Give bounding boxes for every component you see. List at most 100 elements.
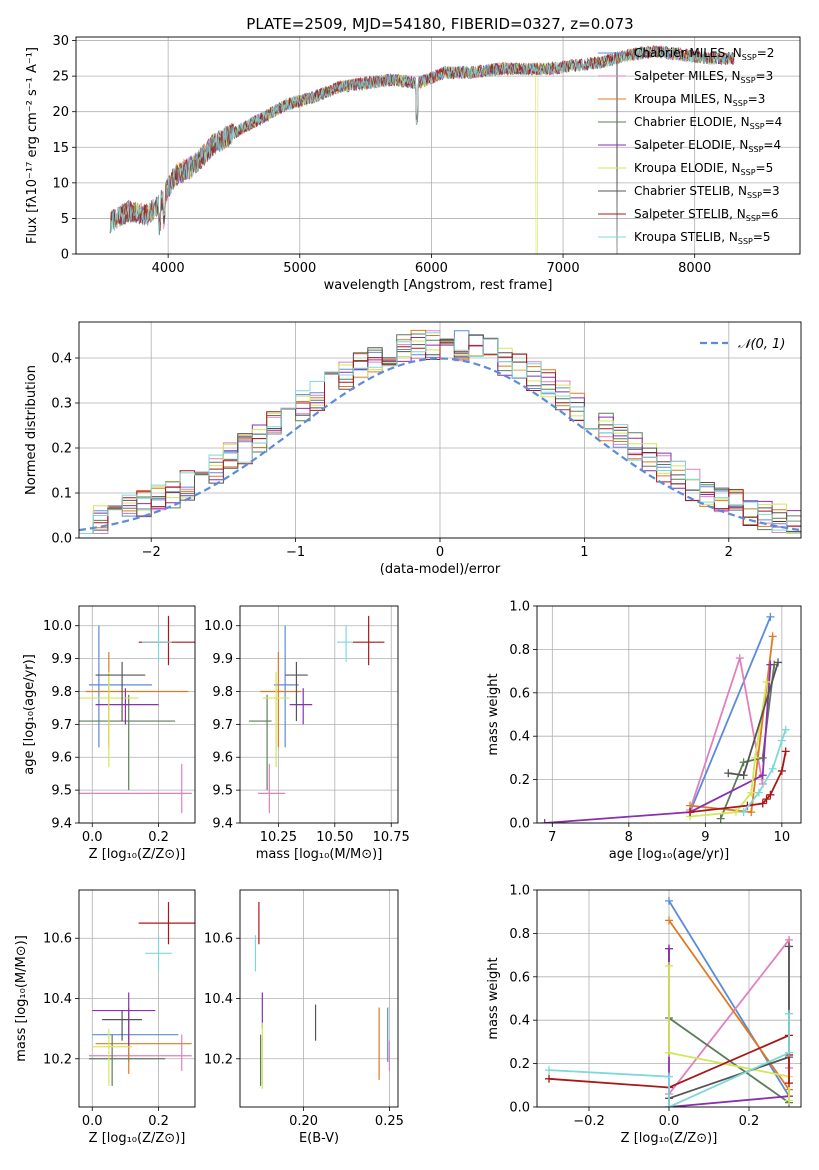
plot-area (79, 329, 801, 534)
weight-marker (762, 677, 771, 686)
error-bar-point (289, 688, 313, 725)
weight-line (544, 664, 772, 823)
error-bar-point (79, 694, 176, 791)
y-tick-label: 9.6 (212, 751, 233, 766)
y-tick-label: 0.2 (509, 1057, 530, 1072)
x-tick-label: 0.2 (148, 830, 169, 845)
legend: Chabrier MILES, NSSP=2 Salpeter MILES, NS… (598, 46, 782, 246)
axes-frame (536, 605, 802, 824)
error-bar-point (92, 1013, 179, 1062)
axes-frame (239, 605, 399, 824)
error-bar-point (249, 694, 272, 791)
error-bar-point (145, 935, 172, 972)
x-tick-label: −1 (286, 545, 305, 560)
age-vs-metallicity-plot: 0.0 0.2 9.4 9.5 9.6 9.7 9.8 9.9 10.0 Z [log₁₀(Z/Z… (22, 605, 196, 862)
legend-entry: 𝒩(0, 1) (738, 337, 785, 352)
y-axis-label: Flux [fλ10⁻¹⁷ erg cm⁻² s⁻¹ A⁻¹] (25, 47, 40, 244)
y-tick-label: 0.2 (51, 442, 72, 457)
error-bar-point (95, 1007, 192, 1074)
axes-frame (78, 321, 802, 539)
y-axis-label: Normed distribution (24, 365, 39, 495)
weight-marker (665, 961, 673, 970)
y-tick-label: 0.8 (509, 927, 530, 942)
y-tick-label: 0.3 (51, 397, 72, 412)
legend-entry: Chabrier STELIB, NSSP=3 (634, 184, 780, 200)
error-bar-point (88, 1034, 166, 1086)
y-tick-label: 0.8 (509, 643, 530, 658)
y-tick-label: 5 (61, 212, 69, 227)
weight-marker (758, 753, 767, 762)
axes-frame (239, 889, 399, 1108)
weight-marker (665, 1048, 673, 1057)
y-tick-label: 9.7 (51, 718, 72, 733)
weight-line (689, 751, 787, 813)
legend-entry: Salpeter MILES, NSSP=3 (634, 69, 773, 85)
x-tick-label: 0.0 (82, 1114, 103, 1129)
x-tick-label: 0.0 (659, 1114, 680, 1129)
x-axis-label: E(B-V) (299, 1131, 339, 1146)
y-tick-label: 0.2 (509, 773, 530, 788)
weight-marker (716, 814, 725, 823)
spectrum-line (109, 45, 735, 254)
weight-marker (758, 799, 767, 808)
weight-marker (739, 771, 748, 780)
weight-marker (768, 764, 777, 773)
x-axis-label: (data-model)/error (380, 562, 501, 577)
error-bar-point (88, 1034, 192, 1071)
x-tick-label: 6000 (415, 261, 448, 276)
plot-area (88, 902, 195, 1086)
weight-marker (665, 1072, 673, 1081)
weight-marker (766, 660, 775, 669)
legend-entry: Kroupa STELIB, NSSP=5 (634, 230, 771, 246)
x-axis-label: Z [log₁₀(Z/Z⊙)] (621, 1131, 718, 1146)
axes-frame (75, 36, 801, 255)
weight-marker (785, 1096, 793, 1105)
residual-histogram-plot: −2 −1 0 1 2 0.0 0.1 0.2 0.3 0.4 (data-model)/error… (24, 321, 802, 577)
y-tick-label: 9.5 (51, 784, 72, 799)
gaussian-curve (79, 357, 801, 532)
y-tick-label: 9.4 (212, 817, 233, 832)
histogram-step (79, 332, 801, 534)
error-bar-point (95, 688, 159, 725)
y-tick-label: 0.1 (51, 487, 72, 502)
weight-line (548, 1013, 790, 1107)
weight-marker (781, 725, 790, 734)
plot-area (109, 45, 735, 254)
y-axis-label: mass weight (486, 957, 501, 1039)
error-bar-point (260, 652, 301, 748)
y-tick-label: 10.0 (43, 619, 72, 634)
weight-marker (758, 771, 767, 780)
legend-entry: Kroupa ELODIE, NSSP=5 (634, 161, 773, 177)
error-bar-point (258, 763, 286, 814)
error-bar-point (92, 1028, 133, 1086)
plot-area (545, 896, 793, 1107)
y-tick-label: 0.0 (509, 1101, 530, 1116)
error-bar-point (95, 661, 146, 722)
figure-title: PLATE=2509, MJD=54180, FIBERID=0327, z=0… (246, 15, 633, 33)
legend-entry: Salpeter STELIB, NSSP=6 (634, 207, 778, 223)
weight-marker (774, 658, 783, 667)
weight-marker (731, 808, 740, 817)
y-tick-label: 15 (52, 141, 69, 156)
weight-marker (545, 1074, 553, 1083)
legend-entry: Salpeter ELODIE, NSSP=4 (634, 138, 781, 154)
y-tick-label: 9.6 (51, 751, 72, 766)
mass-vs-ebv-plot: 0.20 0.25 10.2 10.4 10.6 E(B-V) (204, 889, 404, 1146)
x-tick-label: 1 (580, 545, 588, 560)
x-axis-label: wavelength [Angstrom, rest frame] (324, 278, 553, 293)
weight-marker (665, 916, 673, 925)
x-tick-label: 10 (774, 830, 791, 845)
x-tick-label: 8 (625, 830, 633, 845)
y-tick-label: 9.4 (51, 817, 72, 832)
x-tick-label: −0.2 (573, 1114, 605, 1129)
error-bar-point (138, 902, 195, 945)
y-tick-label: 0.4 (51, 352, 72, 367)
error-bar-point (88, 625, 152, 748)
weight-marker (766, 790, 775, 799)
error-bar-point (79, 671, 139, 768)
x-tick-label: 9 (701, 830, 709, 845)
error-bar-point (85, 652, 189, 748)
plot-area (79, 615, 195, 814)
weight-vs-metallicity-plot: −0.2 0.0 0.2 0.0 0.2 0.4 0.6 0.8 1.0 Z [log₁₀(Z/Z… (486, 884, 802, 1146)
weight-marker (777, 736, 786, 745)
